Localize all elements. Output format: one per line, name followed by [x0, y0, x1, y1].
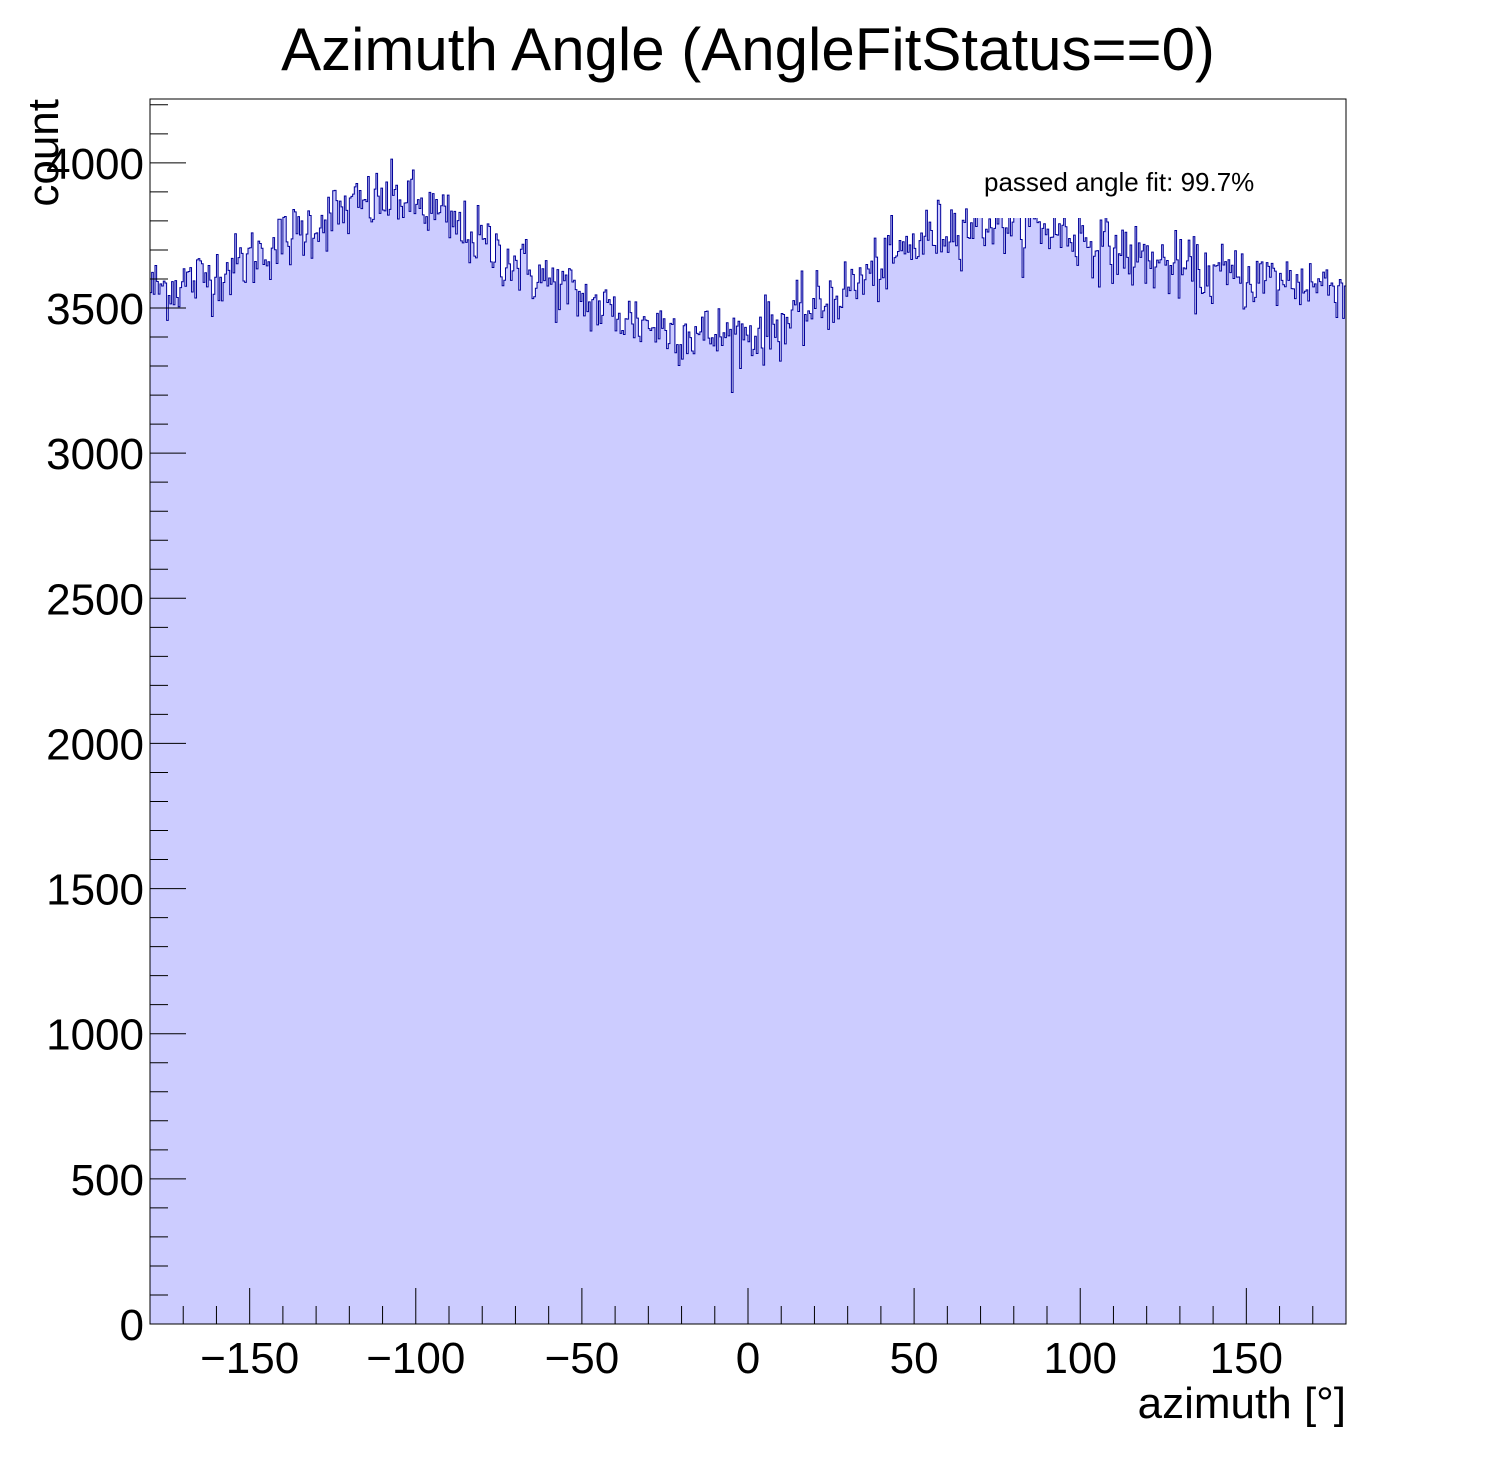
y-tick-label: 3500	[46, 285, 144, 334]
x-tick-label: 0	[736, 1334, 760, 1383]
annotation-box	[972, 162, 1324, 218]
x-tick-label: −100	[366, 1334, 465, 1383]
y-tick-label: 1500	[46, 866, 144, 915]
x-axis-ticks: −150 −100 −50 0 50 100 150	[149, 1288, 1347, 1383]
y-tick-label: 500	[71, 1156, 144, 1205]
histogram-outline	[150, 158, 1346, 393]
x-tick-label: 50	[890, 1334, 939, 1383]
x-tick-label: 100	[1044, 1334, 1117, 1383]
x-tick-label: 150	[1210, 1334, 1283, 1383]
x-tick-label: −50	[545, 1334, 620, 1383]
x-tick-label: −150	[200, 1334, 299, 1383]
y-tick-label: 4000	[46, 140, 144, 189]
chart-title: Azimuth Angle (AngleFitStatus==0)	[281, 16, 1215, 83]
y-tick-label: 0	[120, 1301, 144, 1350]
y-tick-label: 2500	[46, 575, 144, 624]
histogram-layer	[150, 158, 1346, 1324]
y-tick-label: 3000	[46, 430, 144, 479]
y-axis-ticks: 0 500 1000 1500 2000 2500 3000 3500 4000	[46, 104, 186, 1350]
annotation-text: passed angle fit: 99.7%	[984, 167, 1254, 197]
y-tick-label: 1000	[46, 1011, 144, 1060]
histogram-fill	[150, 159, 1346, 1324]
y-axis-label: count	[19, 99, 68, 207]
y-tick-label: 2000	[46, 720, 144, 769]
x-axis-label: azimuth [°]	[1138, 1379, 1346, 1428]
